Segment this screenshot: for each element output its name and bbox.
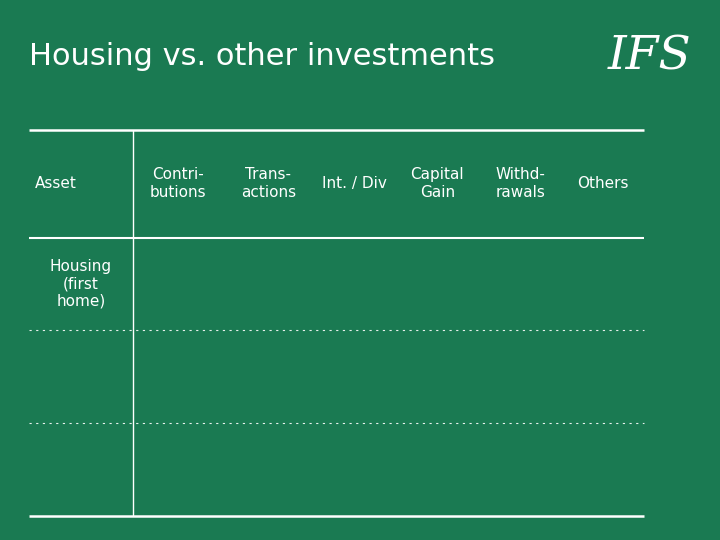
Text: Asset: Asset <box>35 176 76 191</box>
Text: Contri-
butions: Contri- butions <box>150 167 207 200</box>
Text: Trans-
actions: Trans- actions <box>240 167 296 200</box>
Text: IFS: IFS <box>608 34 691 79</box>
Text: Housing
(first
home): Housing (first home) <box>50 259 112 309</box>
Text: Withd-
rawals: Withd- rawals <box>495 167 545 200</box>
Text: Others: Others <box>577 176 629 191</box>
Text: Housing vs. other investments: Housing vs. other investments <box>29 42 495 71</box>
Text: Capital
Gain: Capital Gain <box>410 167 464 200</box>
Text: Int. / Div: Int. / Div <box>322 176 387 191</box>
